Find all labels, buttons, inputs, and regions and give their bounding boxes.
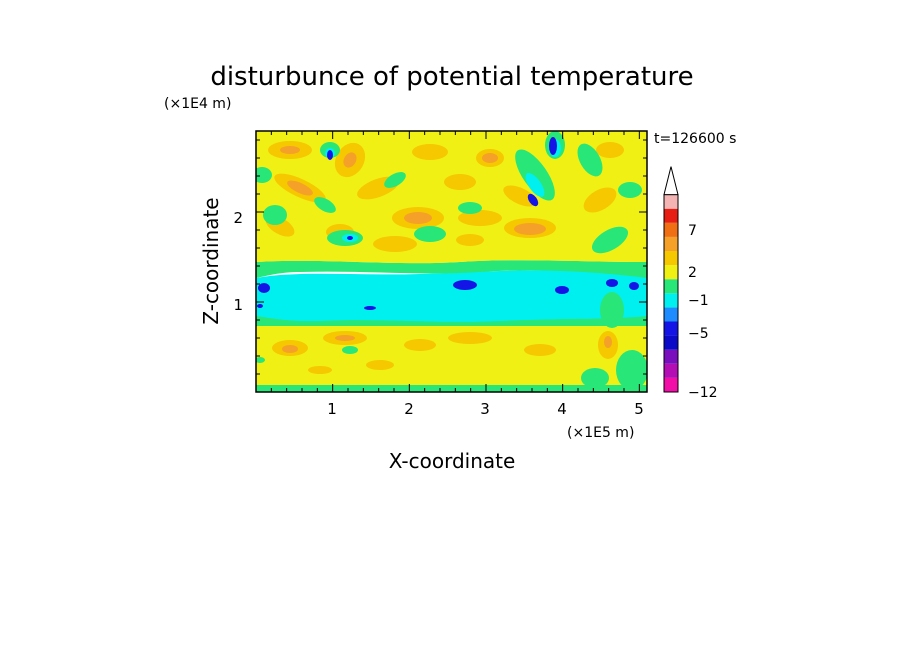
x-tick-label: 1 bbox=[327, 400, 337, 418]
x-tick-label: 3 bbox=[480, 400, 490, 418]
y-axis-label: Z-coordinate bbox=[199, 197, 223, 324]
x-unit-label: (×1E5 m) bbox=[567, 425, 634, 441]
colorbar-swatch bbox=[664, 208, 678, 223]
mid-blue-spots bbox=[257, 279, 639, 310]
x-tick-label: 2 bbox=[404, 400, 414, 418]
colorbar-swatch bbox=[664, 279, 678, 294]
colorbar-swatch bbox=[664, 293, 678, 308]
colorbar-swatch bbox=[664, 377, 678, 392]
colorbar-label: −12 bbox=[688, 385, 718, 401]
x-tick-label: 4 bbox=[557, 400, 567, 418]
colorbar-swatch bbox=[664, 363, 678, 378]
x-axis-label: X-coordinate bbox=[389, 449, 516, 473]
colorbar-swatch bbox=[664, 222, 678, 237]
band-green-high bbox=[256, 260, 647, 278]
upper-dark-orange-patches bbox=[280, 146, 546, 235]
colorbar-swatch bbox=[664, 307, 678, 322]
colorbar-swatch bbox=[664, 349, 678, 364]
chart-title: disturbunce of potential temperature bbox=[210, 62, 693, 92]
axis-ticks bbox=[256, 131, 647, 392]
colorbar-swatch bbox=[664, 236, 678, 251]
colorbar-extend-arrow bbox=[663, 166, 679, 196]
colorbar-swatch bbox=[664, 321, 678, 336]
colorbar-label: 2 bbox=[688, 265, 697, 281]
colorbar-swatch bbox=[664, 194, 678, 209]
colorbar-label: 7 bbox=[688, 223, 697, 239]
colorbar-swatch bbox=[664, 265, 678, 280]
colorbar-swatch bbox=[664, 335, 678, 350]
y-tick-label: 2 bbox=[233, 209, 243, 227]
y-tick-labels: 1 2 bbox=[233, 209, 243, 314]
time-label: t=126600 s bbox=[654, 131, 736, 147]
upper-blue-patches bbox=[327, 137, 557, 240]
colorbar bbox=[663, 166, 679, 393]
colorbar-labels: 7 2 −1 −5 −12 bbox=[688, 223, 718, 401]
upper-green-patches bbox=[256, 131, 642, 254]
colorbar-label: −5 bbox=[688, 326, 709, 342]
x-tick-label: 5 bbox=[634, 400, 644, 418]
band-cyan bbox=[256, 270, 647, 322]
colorbar-swatch bbox=[664, 251, 678, 266]
y-tick-label: 1 bbox=[233, 296, 243, 314]
y-unit-label: (×1E4 m) bbox=[164, 96, 231, 112]
lower-dark-orange-patches bbox=[282, 335, 612, 353]
plot-area bbox=[256, 131, 647, 392]
lower-green-patches bbox=[256, 292, 647, 392]
plot-frame bbox=[255, 130, 648, 393]
colorbar-label: −1 bbox=[688, 293, 709, 309]
x-tick-labels: 1 2 3 4 5 bbox=[327, 400, 644, 418]
